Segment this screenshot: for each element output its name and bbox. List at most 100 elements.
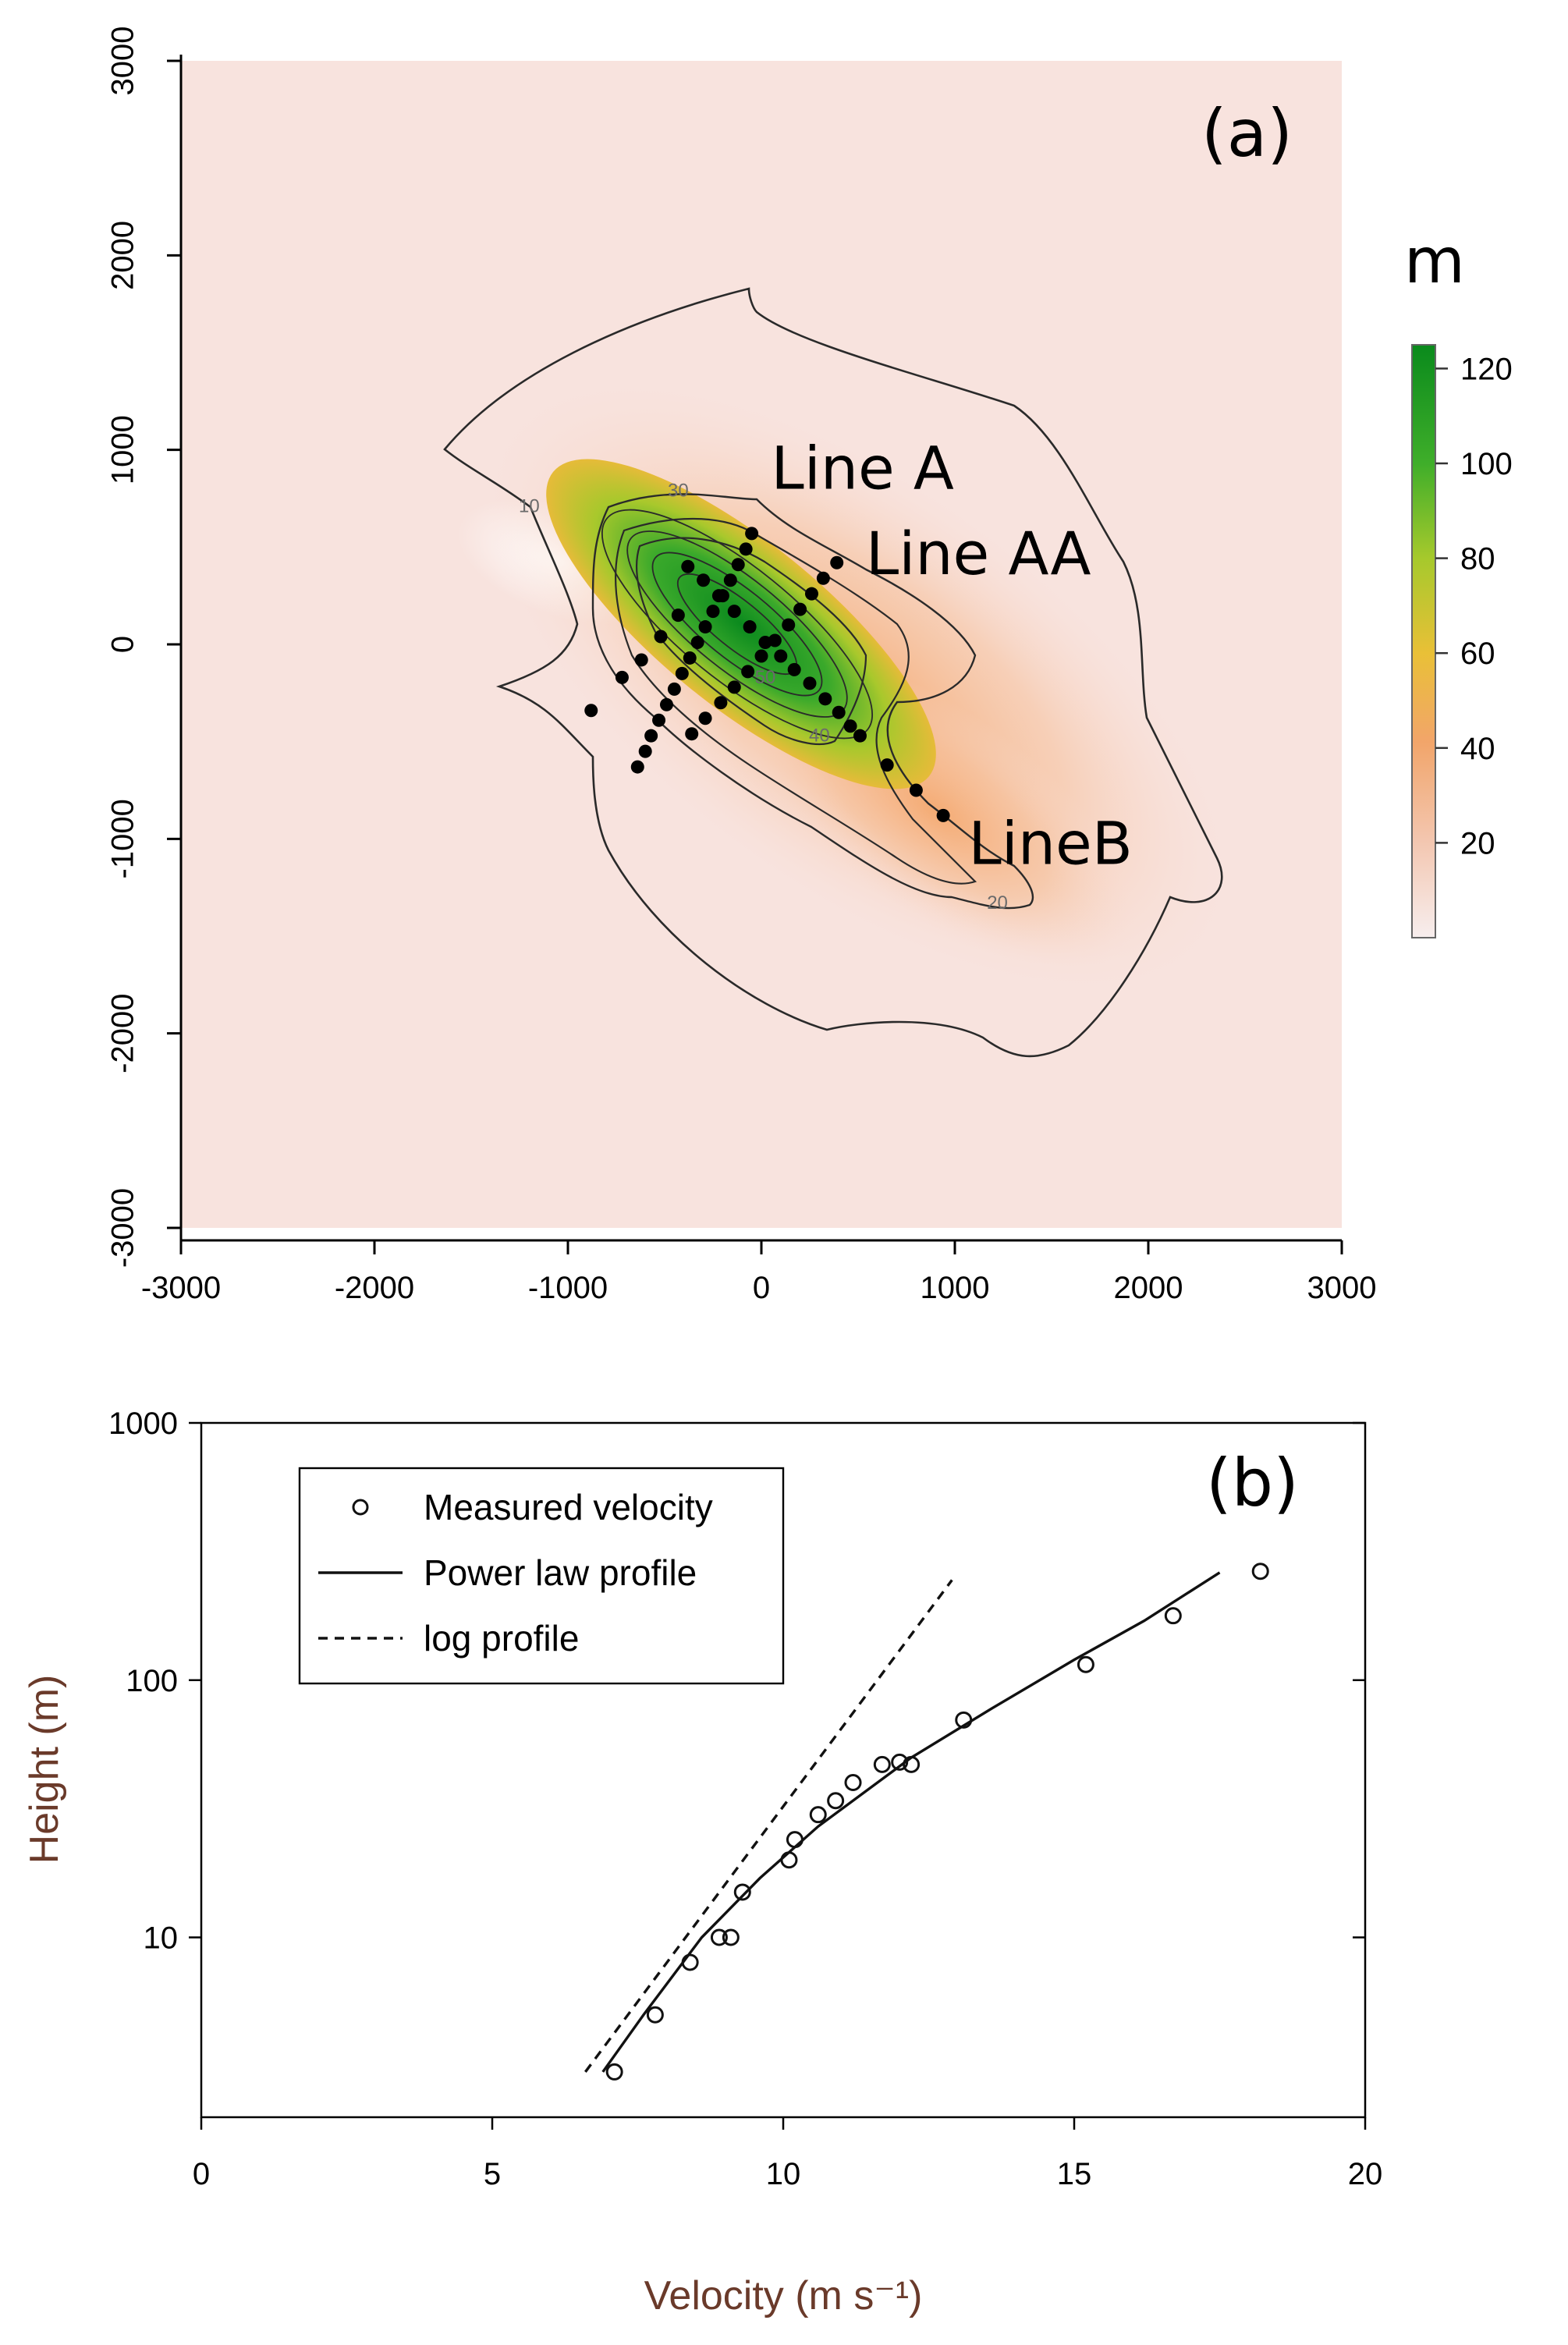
measured-velocity-point — [722, 1928, 740, 1946]
x-tick-label-b: 5 — [484, 2157, 501, 2191]
x-tick-label-a: -2000 — [335, 1271, 414, 1305]
line-aa-point — [830, 555, 844, 569]
legend: Measured velocity Power law profile log … — [298, 1467, 785, 1685]
colorbar-tick-label: 100 — [1460, 447, 1513, 481]
heatmap-field — [457, 381, 1232, 992]
line-aa-point — [714, 696, 728, 710]
measured-velocity-point — [809, 1806, 827, 1824]
colorbar-tick-label: 120 — [1460, 352, 1513, 386]
measured-velocity-point — [844, 1773, 862, 1791]
line-a-point — [745, 527, 759, 541]
line-aa-point — [816, 571, 830, 585]
colorbar-tick-label: 60 — [1460, 637, 1495, 671]
lineb-point — [774, 649, 788, 663]
lineb-point — [584, 704, 598, 718]
line-aa-point — [754, 649, 768, 663]
y-tick-label-a: 0 — [106, 636, 140, 653]
x-axis-ticks-b: 0 5 10 15 20 — [193, 2117, 1382, 2191]
line-a-point — [638, 744, 652, 758]
x-tick-label-a: 2000 — [1114, 1271, 1183, 1305]
log-profile-line — [584, 1579, 953, 2073]
x-tick-label-a: 0 — [753, 1271, 770, 1305]
measured-velocity-point — [903, 1755, 921, 1773]
line-a-point — [723, 573, 737, 587]
x-tick-label-b: 20 — [1348, 2157, 1383, 2191]
measured-velocity-point — [681, 1953, 699, 1971]
power-law-profile-line — [601, 1571, 1221, 2073]
lineb-label: LineB — [968, 809, 1133, 878]
measured-velocity-point — [710, 1928, 728, 1946]
line-a-point — [644, 729, 658, 743]
line-aa-point — [793, 602, 807, 616]
measured-velocity-point — [1164, 1607, 1182, 1625]
x-tick-label-a: -3000 — [141, 1271, 221, 1305]
legend-marker-measured — [352, 1499, 369, 1516]
measured-velocity-point — [873, 1755, 891, 1773]
line-aa-label: Line AA — [866, 519, 1091, 588]
lineb-point — [787, 662, 801, 676]
x-tick-label-b: 10 — [766, 2157, 801, 2191]
line-a-point — [683, 651, 697, 665]
line-a-point — [739, 542, 753, 556]
colorbar-bar — [1411, 344, 1436, 938]
colorbar-tick-label: 20 — [1460, 826, 1495, 860]
y-tick-label-a: 2000 — [106, 221, 140, 290]
sampling-line-labels: Line A Line AA LineB — [771, 434, 1132, 878]
contour-label: 10 — [519, 495, 540, 516]
legend-label-log: log profile — [424, 1618, 579, 1659]
y-tick-label-b: 100 — [126, 1664, 178, 1698]
lineb-point — [743, 620, 757, 634]
line-a-point — [731, 558, 745, 572]
legend-box — [298, 1467, 785, 1685]
colorbar: m 20 40 60 80 100 120 — [1404, 225, 1513, 938]
line-a-point — [675, 666, 689, 680]
contour-outer — [443, 287, 1223, 1058]
line-aa-point — [804, 587, 818, 601]
colorbar-unit-label: m — [1404, 225, 1465, 297]
x-axis-ticks-a: -3000 -2000 -1000 0 1000 2000 3000 — [141, 1240, 1377, 1305]
x-tick-label-b: 15 — [1057, 2157, 1092, 2191]
lineb-point — [711, 589, 725, 603]
x-tick-label-a: 3000 — [1307, 1271, 1377, 1305]
line-aa-point — [727, 680, 741, 694]
line-aa-point — [685, 727, 699, 741]
measured-velocity-point — [780, 1851, 798, 1869]
x-axis-title-b: Velocity (m s⁻¹) — [644, 2273, 923, 2318]
lineb-point — [818, 692, 832, 706]
lineb-point — [803, 676, 817, 690]
measured-velocity-point — [955, 1711, 973, 1729]
lineb-point — [853, 729, 867, 743]
contour-label: 20 — [987, 892, 1008, 914]
contour-label: 50 — [755, 667, 776, 688]
measured-velocity-point — [733, 1883, 751, 1901]
lineb-point — [909, 783, 923, 797]
lineb-point — [654, 630, 668, 644]
lineb-point — [832, 705, 846, 719]
line-aa-point — [698, 711, 712, 725]
panel-label-a: (a) — [1201, 95, 1293, 172]
x-tick-label-a: -1000 — [528, 1271, 608, 1305]
line-a-point — [630, 760, 644, 774]
line-aa-point — [741, 665, 755, 679]
line-a-point — [659, 697, 673, 711]
panel-b: 0 5 10 15 20 10 100 1000 Measured velocity Pow… — [22, 1407, 1382, 2318]
y-axis-ticks-b: 10 100 1000 — [108, 1407, 1365, 1956]
y-tick-label-a: -2000 — [106, 994, 140, 1073]
measured-velocity-point — [786, 1831, 804, 1849]
lineb-point — [634, 653, 648, 667]
contour-label: 30 — [668, 481, 689, 502]
measured-velocity-point — [1251, 1563, 1269, 1580]
line-a-point — [667, 682, 681, 696]
lineb-point — [758, 636, 772, 650]
y-tick-label-a: 1000 — [106, 415, 140, 484]
y-tick-label-b: 1000 — [108, 1407, 178, 1441]
line-aa-point — [782, 618, 796, 632]
measured-velocity-point — [827, 1792, 845, 1810]
measured-velocity-point — [891, 1753, 909, 1771]
colorbar-tick-label: 40 — [1460, 732, 1495, 766]
x-tick-label-a: 1000 — [921, 1271, 990, 1305]
y-tick-label-a: 3000 — [106, 27, 140, 96]
lineb-point — [727, 605, 741, 619]
measured-velocity-point — [605, 2063, 623, 2081]
